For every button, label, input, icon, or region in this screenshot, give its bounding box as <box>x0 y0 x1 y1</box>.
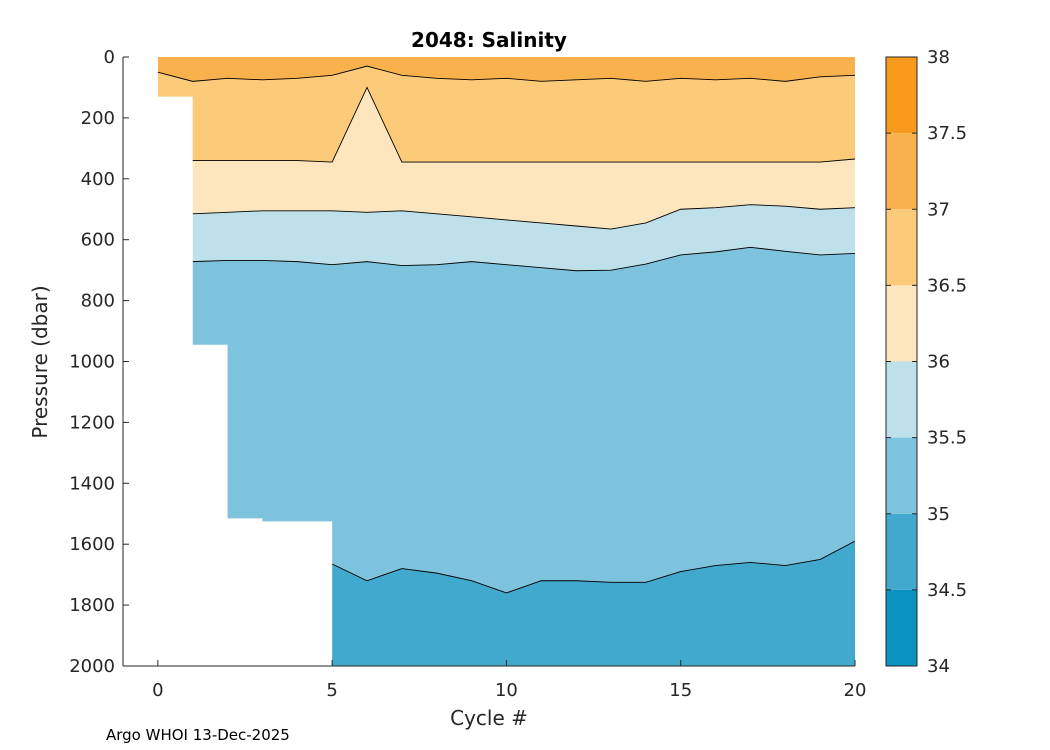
colorbar-swatch <box>886 209 917 286</box>
y-axis-label: Pressure (dbar) <box>28 285 52 438</box>
x-tick-label: 10 <box>495 680 518 701</box>
colorbar-tick-label: 34 <box>927 656 950 677</box>
chart-title: 2048: Salinity <box>411 28 567 52</box>
y-tick-label: 0 <box>104 47 115 68</box>
y-tick-label: 600 <box>81 230 115 251</box>
no-data-region <box>123 57 333 666</box>
no-data-mask <box>123 57 333 666</box>
colorbar-swatch <box>886 133 917 210</box>
footer-credit: Argo WHOI 13-Dec-2025 <box>106 726 290 744</box>
y-tick-label: 2000 <box>69 656 115 677</box>
plot-area <box>123 57 856 666</box>
colorbar-tick-label: 34.5 <box>927 580 967 601</box>
y-tick-label: 1400 <box>69 473 115 494</box>
contour-36 <box>157 86 856 163</box>
colorbar-swatch <box>886 57 917 134</box>
contour-36.5 <box>157 65 856 82</box>
y-tick-label: 200 <box>81 108 115 129</box>
salinity-fill-layer <box>157 57 856 666</box>
x-tick-label: 15 <box>669 680 692 701</box>
contour-34.5 <box>331 540 856 594</box>
colorbar-tick-label: 37.5 <box>927 123 967 144</box>
y-tick-label: 1800 <box>69 595 115 616</box>
x-tick-label: 0 <box>152 680 163 701</box>
y-tick-label: 800 <box>81 291 115 312</box>
colorbar-swatch <box>886 589 917 666</box>
colorbar: 34 34.5 35 35.5 36 36.5 37 37.5 38 <box>885 47 967 677</box>
colorbar-tick-label: 38 <box>927 47 950 68</box>
colorbar-tick-label: 35 <box>927 504 950 525</box>
colorbar-tick-label: 36 <box>927 352 950 373</box>
colorbar-tick-label: 37 <box>927 199 950 220</box>
colorbar-tick-label: 35.5 <box>927 428 967 449</box>
colorbar-tick-label: 36.5 <box>927 275 967 296</box>
contour-35 <box>192 246 856 272</box>
colorbar-swatch <box>886 361 917 438</box>
band-34.5 <box>332 541 856 666</box>
y-tick-label: 400 <box>81 169 115 190</box>
y-tick-label: 1600 <box>69 534 115 555</box>
colorbar-swatch <box>886 513 917 590</box>
y-tick-label: 1200 <box>69 412 115 433</box>
x-tick-label: 20 <box>844 680 867 701</box>
band-35 <box>192 247 855 666</box>
y-tick-label: 1000 <box>69 352 115 373</box>
x-axis-label: Cycle # <box>450 706 528 730</box>
x-tick-label: 5 <box>326 680 337 701</box>
contour-35.5 <box>192 204 856 230</box>
contour-line-layer <box>157 65 856 594</box>
colorbar-swatch <box>886 285 917 362</box>
axes: 0 5 10 15 2002004006008001000120014001600180… <box>69 47 866 701</box>
colorbar-swatch <box>886 437 917 514</box>
